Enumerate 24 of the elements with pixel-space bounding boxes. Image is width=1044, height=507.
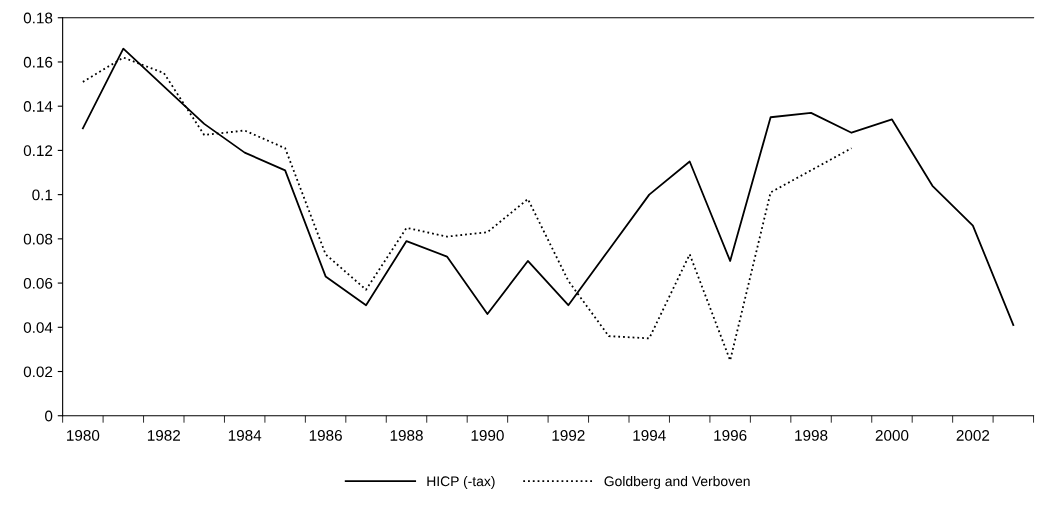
y-tick-label: 0: [45, 410, 53, 422]
x-tick-label: 1982: [147, 430, 181, 441]
x-tick-label: 1990: [471, 430, 504, 441]
y-tick-label: 0.06: [23, 277, 53, 289]
legend-label: Goldberg and Verboven: [604, 476, 750, 489]
x-tick-label: 1986: [309, 430, 342, 441]
x-tick-label: 1988: [390, 430, 423, 441]
legend-label: HICP (-tax): [427, 476, 495, 489]
y-tick-label: 0.02: [23, 366, 53, 378]
x-tick-label: 1994: [633, 430, 666, 441]
y-tick-label: 0.18: [23, 12, 53, 24]
x-tick-label: 1998: [795, 430, 828, 441]
x-tick-label: 2002: [956, 430, 990, 441]
y-tick-label: 0.16: [23, 56, 53, 68]
x-tick-label: 1980: [67, 430, 100, 441]
x-tick-label: 1992: [552, 430, 585, 441]
x-tick-label: 1984: [228, 430, 262, 441]
y-tick-label: 0.12: [23, 145, 53, 157]
y-tick-label: 0.08: [23, 233, 53, 245]
y-tick-label: 0.14: [23, 101, 53, 112]
x-tick-label: 1996: [714, 430, 747, 441]
y-tick-label: 0.1: [32, 189, 53, 201]
x-tick-label: 2000: [875, 430, 909, 441]
y-tick-label: 0.04: [23, 322, 53, 333]
